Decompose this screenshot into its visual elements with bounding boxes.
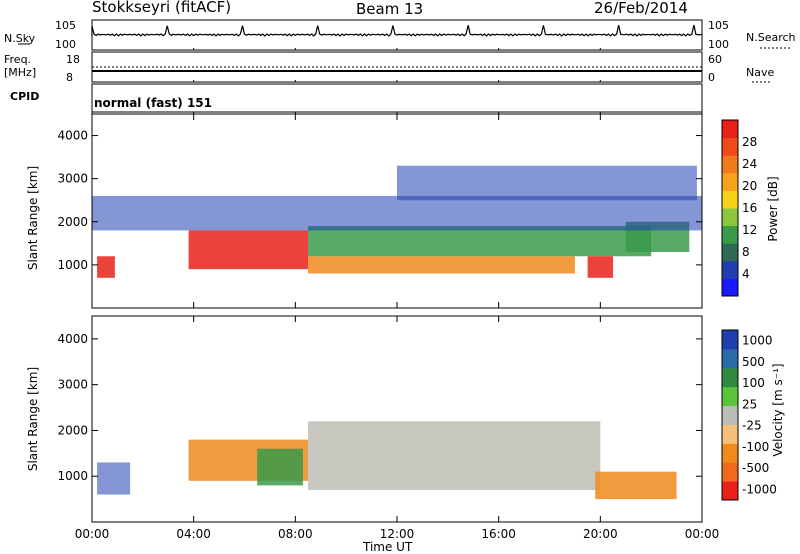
velocity-colorbar-swatch <box>722 367 738 388</box>
xtick-label: 12:00 <box>380 527 415 541</box>
velocity-colorbar-frame <box>721 329 739 501</box>
xtick-label: 00:00 <box>75 527 110 541</box>
velocity-colorbar-tick: 25 <box>742 397 757 411</box>
power-colorbar-swatch <box>722 225 738 244</box>
power-colorbar-swatch <box>722 278 738 297</box>
velocity-colorbar-swatch <box>722 481 738 501</box>
power-colorbar-swatch <box>722 208 738 227</box>
power-colorbar-swatch <box>722 260 738 279</box>
velocity-colorbar-swatch <box>722 405 738 425</box>
cpid-panel <box>91 83 703 113</box>
velocity-region-3 <box>308 421 601 490</box>
power-region-4 <box>587 256 614 278</box>
beam-label: Beam 13 <box>356 0 424 18</box>
velocity-colorbar-tick: -25 <box>742 419 762 433</box>
velocity-colorbar-swatch <box>722 462 738 482</box>
power-colorbar-swatch <box>722 243 738 262</box>
velocity-ytick-label: 1000 <box>57 469 88 483</box>
velocity-colorbar-swatch <box>722 443 738 463</box>
nsearch-tick-low: 100 <box>708 38 729 51</box>
cpid-value: normal (fast) 151 <box>94 96 212 110</box>
power-colorbar-tick: 12 <box>742 223 757 237</box>
power-colorbar-swatch <box>722 190 738 209</box>
velocity-colorbar-tick: 100 <box>742 376 765 390</box>
station-title: Stokkseyri (fitACF) <box>92 0 232 16</box>
power-colorbar-tick: 8 <box>742 245 750 259</box>
freq-unit: [MHz] <box>4 66 37 79</box>
nsky-label: N.Sky <box>4 32 36 45</box>
nave-label: Nave <box>746 66 775 79</box>
velocity-colorbar-swatch <box>722 330 738 350</box>
power-region-2 <box>308 256 575 274</box>
power-region-0 <box>97 256 115 278</box>
power-colorbar-frame <box>721 119 739 297</box>
freq-label: Freq. <box>4 53 32 66</box>
power-colorbar-swatch <box>722 155 738 174</box>
xtick-label: 20:00 <box>583 527 618 541</box>
velocity-colorbar-tick: 1000 <box>742 334 773 348</box>
power-ytick-label: 4000 <box>57 129 88 143</box>
velocity-colorbar-swatch <box>722 348 738 369</box>
power-ytick-label: 2000 <box>57 215 88 229</box>
velocity-colorbar-tick: -100 <box>742 440 769 454</box>
velocity-ytick-label: 2000 <box>57 423 88 437</box>
velocity-colorbar-tick: 500 <box>742 355 765 369</box>
velocity-ytick-label: 3000 <box>57 378 88 392</box>
power-region-3 <box>308 226 652 257</box>
nsky-tick-low: 100 <box>55 38 76 51</box>
power-colorbar-swatch <box>722 172 738 191</box>
power-region-6 <box>92 195 702 231</box>
power-colorbar-tick: 16 <box>742 201 757 215</box>
power-colorbar-tick: 20 <box>742 179 757 193</box>
nave-tick-low: 0 <box>708 71 715 84</box>
power-ytick-label: 1000 <box>57 258 88 272</box>
xtick-label: 16:00 <box>481 527 516 541</box>
xtick-label: 04:00 <box>176 527 211 541</box>
power-region-7 <box>397 165 697 201</box>
velocity-colorbar-tick: -500 <box>742 461 769 475</box>
nave-tick-high: 60 <box>708 53 722 66</box>
freq-tick-low: 8 <box>66 71 73 84</box>
cpid-label: CPID <box>10 90 40 103</box>
velocity-region-0 <box>97 462 131 495</box>
power-colorbar-swatch <box>722 120 738 139</box>
x-axis-title: Time UT <box>363 540 413 554</box>
power-colorbar-tick: 28 <box>742 135 757 149</box>
power-colorbar-swatch <box>722 137 738 156</box>
velocity-colorbar-tick: -1000 <box>742 482 777 496</box>
freq-tick-high: 18 <box>66 53 80 66</box>
xtick-label: 00:00 <box>685 527 720 541</box>
velocity-colorbar-swatch <box>722 424 738 444</box>
xtick-label: 08:00 <box>278 527 313 541</box>
nsky-tick-high: 105 <box>55 19 76 32</box>
power-ytick-label: 3000 <box>57 172 88 186</box>
date-label: 26/Feb/2014 <box>594 0 688 17</box>
power-region-1 <box>188 230 309 270</box>
velocity-region-2 <box>257 448 303 486</box>
velocity-colorbar-swatch <box>722 386 738 407</box>
nsky-trace <box>91 24 703 37</box>
velocity-region-4 <box>595 471 677 500</box>
velocity-ytick-label: 4000 <box>57 332 88 346</box>
nsearch-label: N.Search <box>746 31 796 44</box>
power-colorbar-tick: 4 <box>742 267 750 281</box>
nsearch-tick-high: 105 <box>708 19 729 32</box>
power-colorbar-tick: 24 <box>742 157 757 171</box>
